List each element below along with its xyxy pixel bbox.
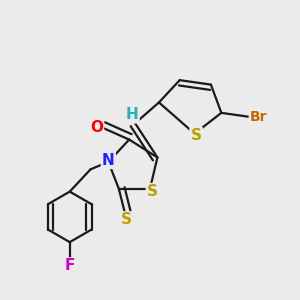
Text: N: N bbox=[102, 153, 115, 168]
Text: S: S bbox=[190, 128, 202, 142]
Text: Br: Br bbox=[250, 110, 267, 124]
Text: S: S bbox=[121, 212, 132, 227]
Text: S: S bbox=[147, 184, 158, 199]
Text: F: F bbox=[64, 258, 75, 273]
Text: O: O bbox=[90, 120, 103, 135]
Text: H: H bbox=[126, 107, 139, 122]
